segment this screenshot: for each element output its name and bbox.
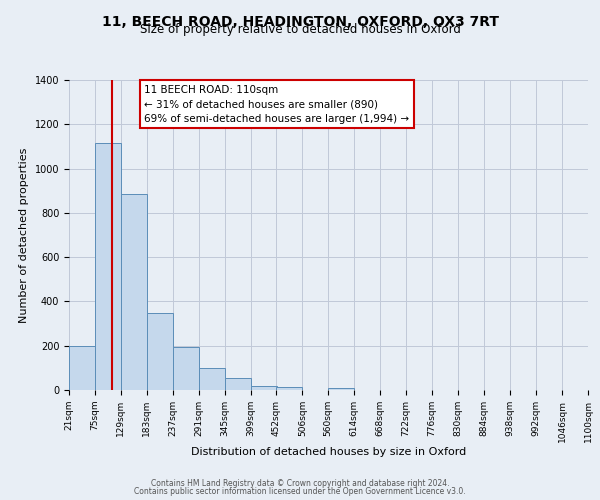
- Bar: [173, 347, 199, 390]
- Text: Contains public sector information licensed under the Open Government Licence v3: Contains public sector information licen…: [134, 487, 466, 496]
- Bar: [95, 143, 121, 390]
- Bar: [199, 368, 225, 390]
- Bar: [251, 386, 277, 390]
- Bar: [69, 346, 95, 390]
- Y-axis label: Number of detached properties: Number of detached properties: [19, 148, 29, 322]
- Bar: [225, 378, 251, 390]
- Bar: [277, 386, 302, 390]
- Text: 11, BEECH ROAD, HEADINGTON, OXFORD, OX3 7RT: 11, BEECH ROAD, HEADINGTON, OXFORD, OX3 …: [101, 15, 499, 29]
- Text: Contains HM Land Registry data © Crown copyright and database right 2024.: Contains HM Land Registry data © Crown c…: [151, 478, 449, 488]
- Bar: [328, 388, 354, 390]
- Text: 11 BEECH ROAD: 110sqm
← 31% of detached houses are smaller (890)
69% of semi-det: 11 BEECH ROAD: 110sqm ← 31% of detached …: [144, 84, 409, 124]
- Text: Size of property relative to detached houses in Oxford: Size of property relative to detached ho…: [140, 22, 460, 36]
- X-axis label: Distribution of detached houses by size in Oxford: Distribution of detached houses by size …: [191, 448, 466, 458]
- Bar: [147, 312, 173, 390]
- Bar: [121, 194, 147, 390]
